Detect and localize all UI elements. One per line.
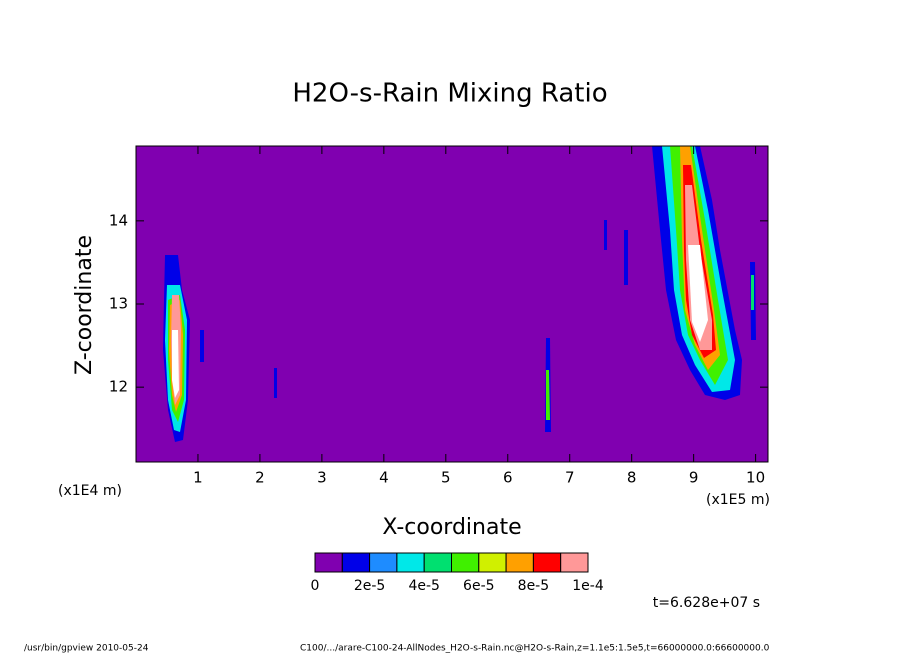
contour-region	[751, 275, 754, 310]
y-tick-label: 13	[109, 295, 128, 313]
x-axis-title: X-coordinate	[382, 515, 521, 540]
colorbar-swatch	[396, 552, 425, 573]
contour-region	[274, 368, 277, 398]
y-tick-label: 14	[109, 211, 128, 229]
x-tick-label: 1	[193, 469, 203, 487]
colorbar-swatch	[560, 552, 589, 573]
colorbar-swatch	[451, 552, 480, 573]
colorbar-label: 1e-4	[572, 578, 604, 594]
colorbar-swatch	[341, 552, 371, 573]
colorbar-swatch	[314, 552, 343, 573]
contour-region	[546, 370, 550, 420]
colorbar-label: 4e-5	[408, 578, 439, 594]
y-axis-title: Z-coordinate	[72, 235, 97, 375]
x-tick-label: 7	[565, 469, 575, 487]
x-tick-label: 4	[379, 469, 389, 487]
x-unit-label: (x1E5 m)	[706, 492, 770, 508]
colorbar-label: 0	[311, 578, 320, 594]
y-unit-label: (x1E4 m)	[58, 483, 122, 499]
x-tick-label: 8	[627, 469, 637, 487]
x-tick-label: 2	[255, 469, 265, 487]
footer-left: /usr/bin/gpview 2010-05-24	[24, 644, 149, 654]
contour-region	[604, 220, 607, 250]
colorbar: 0 2e-5 4e-5 6e-5 8e-5 1e-4	[311, 552, 604, 594]
x-tick-label: 5	[441, 469, 451, 487]
chart-title: H2O-s-Rain Mixing Ratio	[292, 79, 607, 109]
colorbar-swatch	[532, 552, 562, 573]
x-tick-label: 3	[317, 469, 327, 487]
contour-peak	[172, 330, 179, 398]
y-tick-label: 12	[109, 378, 128, 396]
x-tick-label: 9	[689, 469, 699, 487]
time-label: t=6.628e+07 s	[653, 595, 760, 611]
x-tick-label: 10	[746, 469, 765, 487]
colorbar-swatch	[478, 552, 507, 573]
contour-peak	[688, 245, 708, 342]
contour-region	[624, 230, 628, 285]
contour-field	[163, 146, 756, 442]
colorbar-swatch	[505, 552, 534, 573]
colorbar-swatch	[423, 552, 453, 573]
footer-right: C100/.../arare-C100-24-AllNodes_H2O-s-Ra…	[300, 644, 770, 654]
colorbar-label: 8e-5	[518, 578, 549, 594]
colorbar-swatch	[369, 552, 398, 573]
colorbar-label: 2e-5	[354, 578, 385, 594]
contour-region	[200, 330, 204, 362]
colorbar-label: 6e-5	[463, 578, 494, 594]
x-tick-label: 6	[503, 469, 513, 487]
